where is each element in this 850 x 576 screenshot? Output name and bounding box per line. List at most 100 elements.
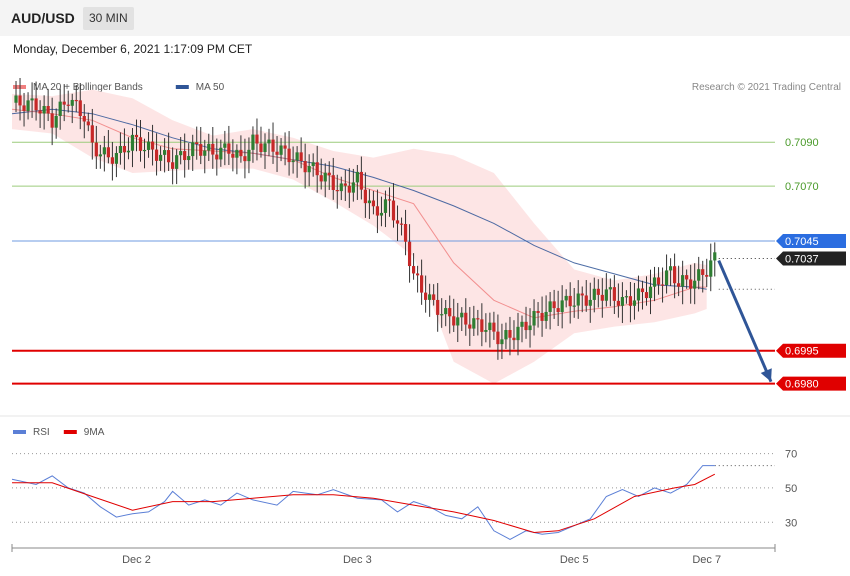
- candle-body: [524, 321, 528, 331]
- legend-label-1: MA 50: [196, 82, 225, 93]
- candle-body: [291, 160, 295, 163]
- candle-body: [620, 297, 624, 306]
- candle-body: [30, 98, 34, 101]
- candle-body: [403, 223, 408, 242]
- candle-body: [600, 294, 604, 301]
- candle-body: [215, 154, 219, 160]
- candle-body: [604, 289, 608, 301]
- candle-body: [231, 153, 235, 158]
- candle-body: [14, 95, 18, 103]
- candle-body: [592, 288, 596, 300]
- candle-body: [227, 143, 231, 154]
- candle-body: [255, 134, 259, 144]
- candle-body: [540, 312, 544, 321]
- title-bar: AUD/USD 30 MIN: [0, 0, 850, 36]
- candle-body: [440, 314, 444, 316]
- candle-body: [58, 101, 62, 116]
- candle-body: [560, 300, 564, 313]
- series-ma-50: [11, 108, 707, 290]
- candle-body: [640, 288, 645, 293]
- x-tick-dec-5: Dec 5: [560, 554, 589, 566]
- candle-body: [536, 311, 540, 313]
- candle-body: [492, 322, 496, 332]
- candle-body: [596, 288, 600, 295]
- candle-body: [452, 316, 456, 326]
- candle-body: [476, 318, 480, 320]
- candle-body: [480, 319, 484, 332]
- copyright: Research © 2021 Trading Central: [692, 82, 841, 93]
- candle-body: [444, 308, 448, 315]
- candle-body: [701, 269, 705, 275]
- candle-body: [588, 299, 592, 306]
- candle-body: [50, 113, 54, 128]
- candle-body: [138, 137, 143, 151]
- legend-swatch: [13, 85, 26, 89]
- timeframe-badge[interactable]: 30 MIN: [83, 7, 134, 30]
- candle-body: [608, 287, 612, 290]
- level-label-0.6995: 0.6995: [785, 346, 819, 358]
- candle-body: [664, 270, 669, 286]
- candle-body: [307, 166, 311, 173]
- candle-body: [685, 275, 689, 280]
- candle-body: [668, 266, 673, 271]
- level-label-0.7070: 0.7070: [785, 181, 819, 193]
- candle-body: [612, 287, 616, 301]
- x-tick-dec-2: Dec 2: [122, 554, 151, 566]
- candle-body: [636, 288, 641, 301]
- candle-body: [568, 295, 572, 307]
- candle-body: [580, 293, 584, 296]
- candle-body: [299, 152, 303, 162]
- legend-swatch: [175, 85, 189, 89]
- candle-body: [235, 149, 239, 158]
- candle-body: [709, 260, 713, 277]
- candle-body: [295, 152, 299, 161]
- candle-body: [98, 154, 102, 157]
- candle-body: [263, 143, 267, 153]
- candle-body: [584, 295, 588, 306]
- rsi-legend-swatch: [13, 430, 26, 434]
- candle-body: [106, 147, 110, 158]
- candle-body: [54, 115, 58, 128]
- candle-body: [428, 294, 432, 300]
- candle-body: [371, 200, 376, 207]
- candle-body: [632, 300, 637, 306]
- candle-body: [496, 331, 500, 345]
- rsi-tick-30: 30: [785, 517, 797, 529]
- candle-body: [42, 106, 46, 114]
- candle-body: [287, 148, 291, 163]
- candle-body: [247, 149, 251, 162]
- candle-body: [114, 153, 119, 164]
- level-tag-0.7045: [776, 234, 846, 248]
- projection-arrow-head: [760, 368, 772, 382]
- rsi-legend-label-1: 9MA: [84, 427, 105, 438]
- candle-body: [74, 99, 78, 102]
- candle-body: [407, 241, 412, 267]
- candle-body: [86, 121, 90, 126]
- candle-body: [713, 252, 717, 261]
- candle-body: [219, 147, 223, 160]
- candle-body: [484, 330, 488, 332]
- candle-body: [303, 161, 307, 173]
- level-tag-0.7037: [776, 251, 846, 266]
- x-tick-dec-3: Dec 3: [343, 554, 372, 566]
- candle-body: [146, 141, 151, 150]
- rsi-series-rsi: [11, 465, 715, 540]
- candle-body: [697, 269, 701, 281]
- candle-body: [275, 151, 279, 155]
- candle-body: [279, 145, 283, 155]
- candle-body: [677, 283, 681, 287]
- candle-body: [548, 301, 552, 312]
- candle-body: [512, 337, 516, 341]
- candle-body: [118, 145, 123, 154]
- candle-body: [82, 116, 86, 122]
- candle-body: [420, 275, 424, 293]
- candle-body: [516, 326, 520, 341]
- candle-body: [62, 101, 66, 105]
- candle-body: [66, 104, 70, 106]
- timestamp: Monday, December 6, 2021 1:17:09 PM CET: [13, 42, 253, 56]
- candle-body: [448, 308, 452, 317]
- rsi-tick-50: 50: [785, 483, 797, 495]
- candle-body: [223, 143, 227, 148]
- candle-body: [335, 190, 339, 192]
